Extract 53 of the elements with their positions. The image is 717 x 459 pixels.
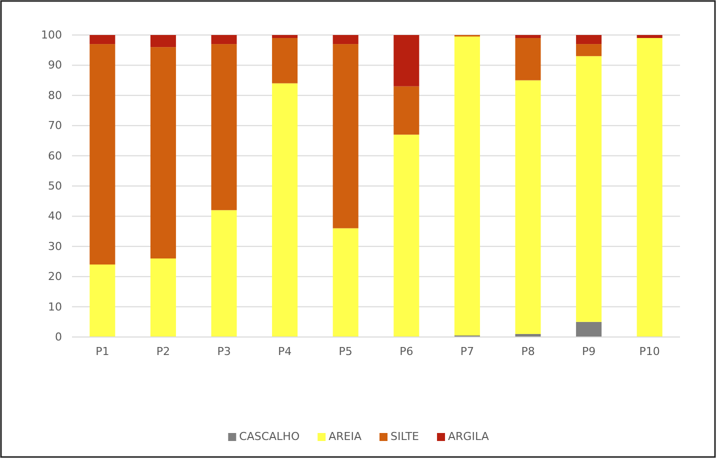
bar	[211, 35, 237, 44]
y-tick-label: 0	[55, 330, 62, 344]
bar	[394, 35, 420, 86]
bar	[90, 44, 116, 265]
legend-label: AREIA	[328, 430, 362, 443]
bar	[576, 322, 602, 337]
bar	[150, 258, 176, 337]
bar	[272, 38, 298, 84]
bar	[150, 47, 176, 258]
bar	[515, 80, 541, 334]
bar	[332, 228, 358, 337]
bar	[332, 35, 358, 44]
x-tick-label: P9	[582, 344, 596, 358]
y-tick-label: 10	[48, 300, 62, 314]
x-tick-label: P6	[400, 344, 414, 358]
y-tick-label: 70	[48, 119, 62, 132]
bar	[211, 210, 237, 337]
bar	[272, 83, 298, 337]
x-tick-label: P2	[156, 344, 170, 358]
x-tick-label: P8	[521, 344, 535, 358]
bar	[332, 44, 358, 228]
bar	[211, 44, 237, 210]
x-tick-label: P10	[639, 344, 660, 358]
y-tick-label: 60	[48, 149, 62, 162]
y-tick-label: 90	[48, 58, 62, 72]
bar	[454, 36, 480, 336]
bar	[515, 35, 541, 38]
bar	[394, 86, 420, 135]
legend-label: ARGILA	[448, 430, 490, 443]
legend-label: CASCALHO	[239, 430, 300, 443]
bar	[515, 38, 541, 80]
bar	[150, 35, 176, 48]
y-tick-label: 40	[48, 210, 62, 223]
bar	[394, 134, 420, 337]
bar	[90, 264, 116, 337]
legend-label: SILTE	[390, 430, 420, 443]
y-tick-label: 30	[48, 240, 62, 253]
y-tick-label: 50	[48, 180, 62, 193]
y-tick-label: 80	[48, 88, 62, 102]
x-tick-label: P1	[96, 344, 110, 358]
bar	[272, 35, 298, 38]
bar	[636, 38, 662, 337]
bar	[90, 35, 116, 44]
bar	[576, 44, 602, 56]
y-tick-label: 100	[41, 28, 62, 42]
x-tick-label: P4	[278, 344, 292, 358]
x-tick-label: P3	[217, 344, 231, 358]
x-tick-label: P5	[338, 344, 352, 358]
bar	[636, 35, 662, 38]
x-tick-label: P7	[460, 344, 474, 358]
y-tick-label: 20	[48, 270, 62, 284]
bar	[576, 56, 602, 322]
bar	[576, 35, 602, 44]
